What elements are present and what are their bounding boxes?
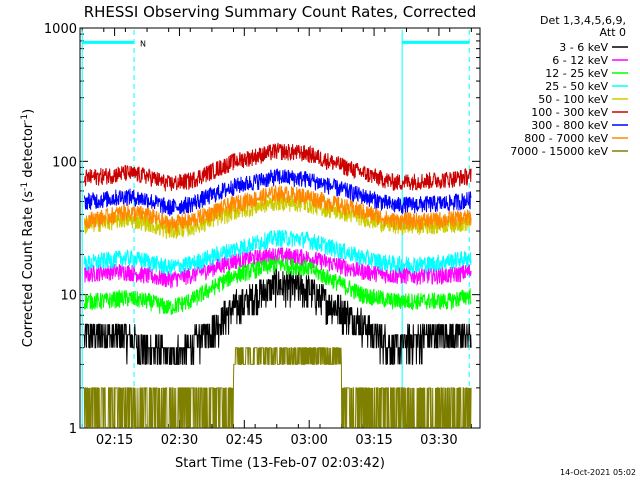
y-axis-label-main: Corrected Count Rate (s [21, 191, 36, 348]
y-tick-label: 10 [60, 289, 77, 304]
series-7 [83, 185, 472, 234]
x-tick-label: 03:15 [355, 433, 392, 448]
legend-label: 3 - 6 keV [559, 41, 608, 54]
legend-header: Att 0 [600, 26, 626, 39]
x-tick-label: 02:45 [226, 433, 263, 448]
legend-label: 12 - 25 keV [545, 67, 608, 80]
x-tick-label: 02:15 [96, 433, 133, 448]
series-line [83, 347, 472, 428]
x-tick-label: 02:30 [161, 433, 198, 448]
series-1 [83, 247, 472, 289]
legend-label: 50 - 100 keV [538, 93, 608, 106]
series-line [83, 256, 472, 316]
series-line [83, 229, 472, 276]
legend-label: 25 - 50 keV [545, 80, 608, 93]
series-5 [83, 142, 472, 192]
series-8 [83, 347, 472, 428]
series-line [83, 247, 472, 289]
y-axis-label-mid: detector [21, 122, 36, 182]
chart-title: RHESSI Observing Summary Count Rates, Co… [84, 3, 477, 21]
legend-label: 6 - 12 keV [552, 54, 608, 67]
y-axis-label-sup2: -1 [20, 114, 30, 123]
series-line [83, 267, 472, 365]
y-tick-label: 1 [69, 422, 77, 437]
footer-date: 14-Oct-2021 05:02 [560, 468, 636, 477]
legend-header: Det 1,3,4,5,6,9, [540, 14, 626, 27]
x-tick-label: 03:30 [420, 433, 457, 448]
series-line [83, 185, 472, 234]
series-line [83, 168, 472, 217]
x-tick-label: 03:00 [290, 433, 327, 448]
y-axis-label-end: ) [21, 109, 36, 114]
series-line [83, 142, 472, 192]
legend-label: 100 - 300 keV [531, 106, 608, 119]
series-6 [83, 168, 472, 217]
y-tick-label: 1000 [44, 22, 77, 37]
series-2 [83, 256, 472, 316]
attenuator-band-label: N [140, 39, 146, 48]
y-tick-label: 100 [52, 155, 77, 170]
y-axis-label: Corrected Count Rate (s-1 detector-1) [20, 109, 36, 347]
legend-label: 7000 - 15000 keV [510, 145, 608, 158]
legend-label: 300 - 800 keV [531, 119, 608, 132]
series-0 [83, 267, 472, 365]
y-axis-label-sup1: -1 [20, 182, 30, 191]
legend-label: 800 - 7000 keV [524, 132, 608, 145]
plot-frame [79, 27, 481, 429]
chart-marks: 1 10 100 1000 02:15 02:30 02:45 03:00 03:15 03:30… [44, 22, 480, 448]
series-3 [83, 229, 472, 276]
x-axis-label: Start Time (13-Feb-07 02:03:42) [175, 456, 385, 471]
